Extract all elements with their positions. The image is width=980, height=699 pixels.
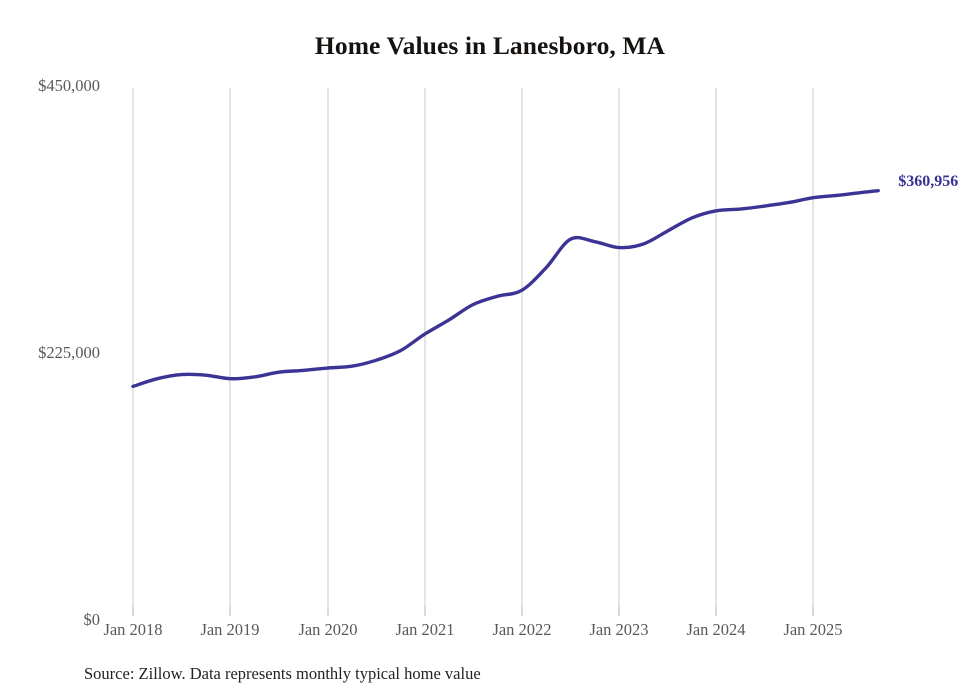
x-tick-label-jan-2025: Jan 2025: [783, 620, 843, 639]
end-value-annotation: $360,956: [898, 172, 959, 190]
y-tick-label-0: $0: [83, 610, 101, 629]
x-tick-label-jan-2023: Jan 2023: [589, 620, 649, 639]
source-note: Source: Zillow. Data represents monthly …: [84, 664, 481, 683]
x-tick-label-jan-2020: Jan 2020: [298, 620, 358, 639]
x-tick-label-jan-2019: Jan 2019: [200, 620, 260, 639]
x-tick-label-jan-2024: Jan 2024: [686, 620, 746, 639]
x-tick-label-jan-2018: Jan 2018: [103, 620, 163, 639]
x-tick-label-jan-2021: Jan 2021: [395, 620, 455, 639]
chart-title: Home Values in Lanesboro, MA: [314, 31, 666, 60]
y-tick-label-225000: $225,000: [38, 343, 100, 362]
x-tick-label-jan-2022: Jan 2022: [492, 620, 552, 639]
home-value-line: [131, 188, 880, 389]
vertical-gridlines: [132, 88, 814, 615]
x-axis-tick-marks: [132, 606, 814, 616]
y-tick-label-450000: $450,000: [38, 76, 100, 95]
